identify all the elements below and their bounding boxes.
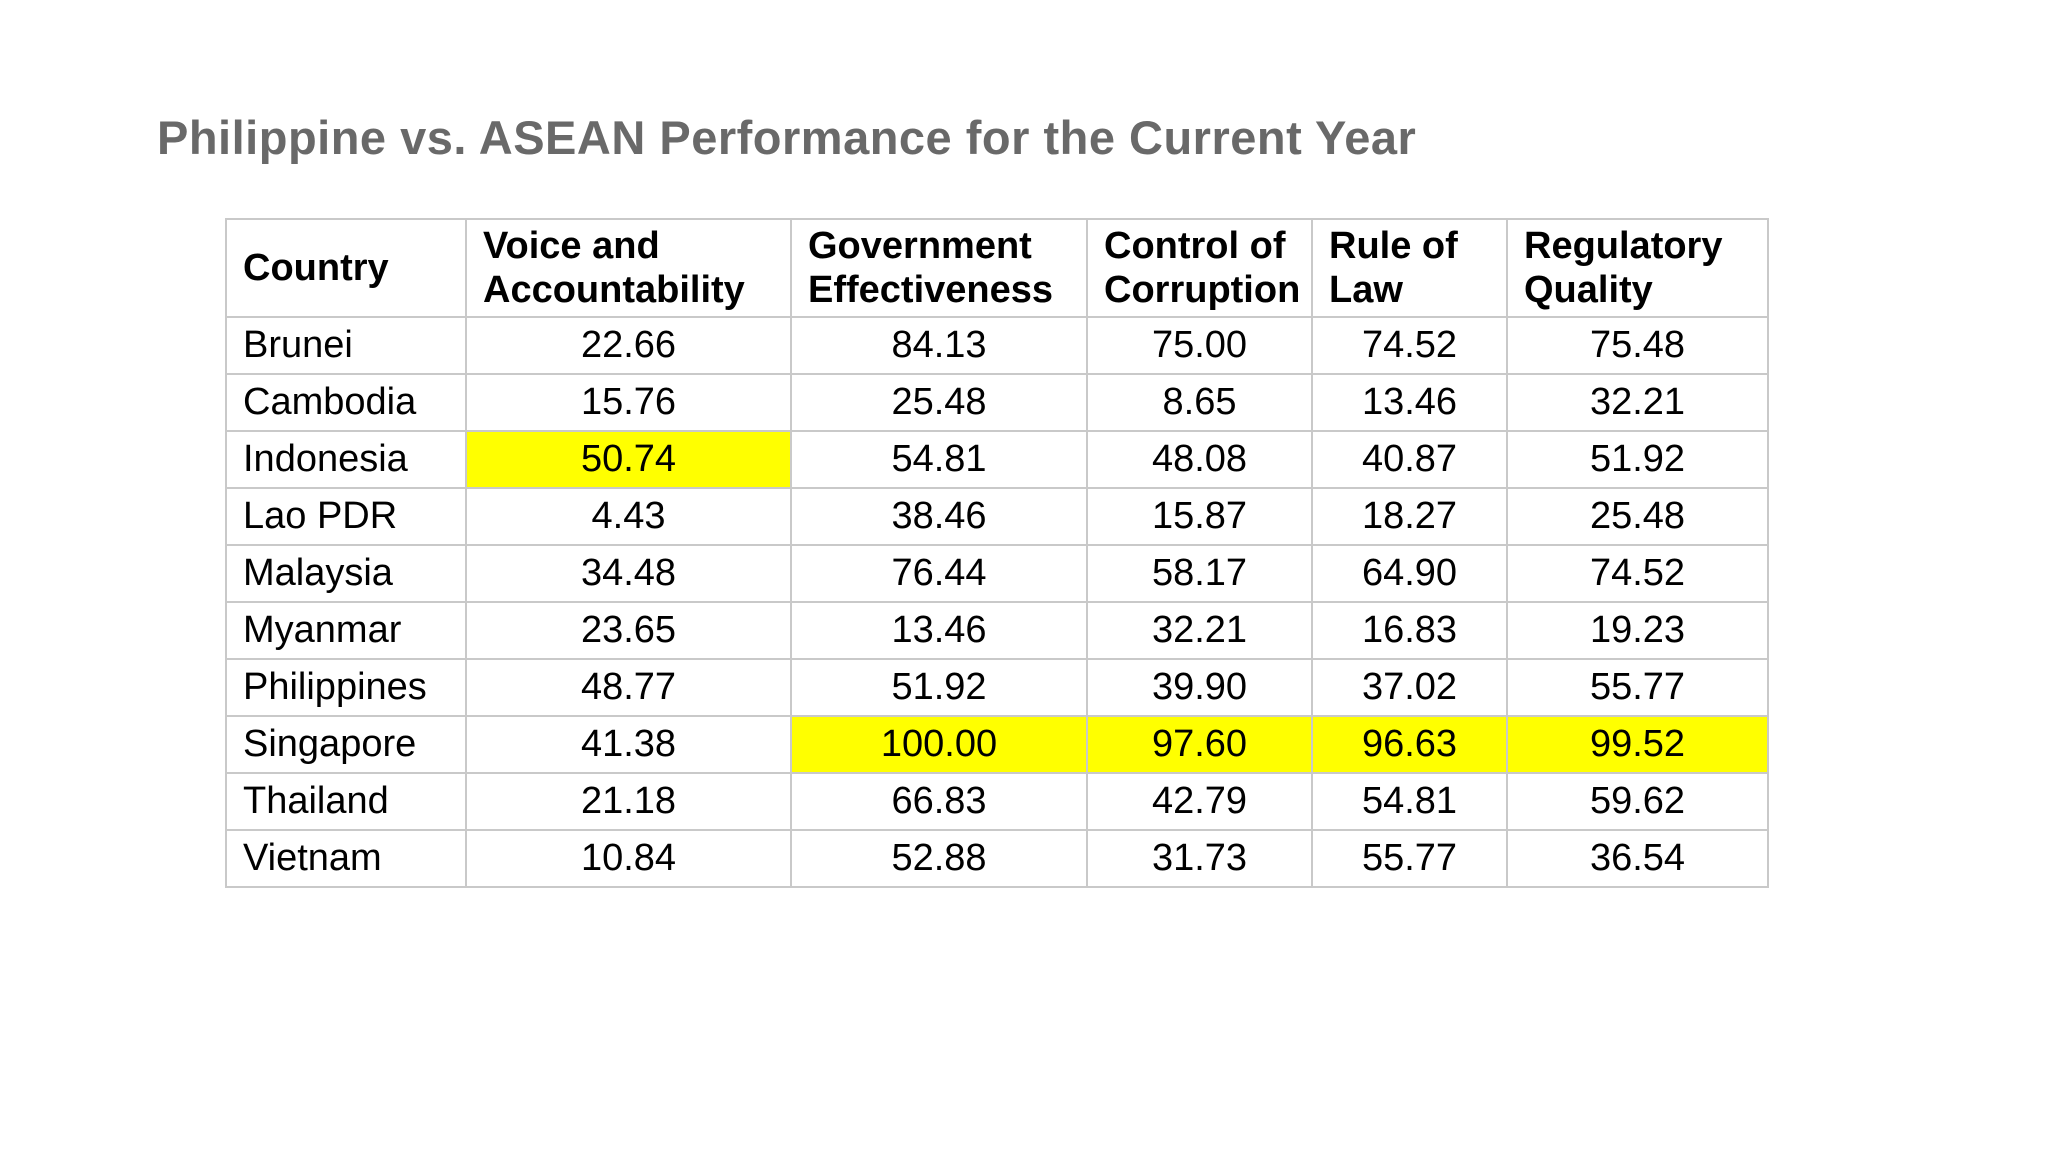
row-label: Indonesia xyxy=(225,430,467,490)
table-row: Thailand 21.18 66.83 42.79 54.81 59.62 xyxy=(225,772,1769,832)
value-cell: 74.52 xyxy=(1311,316,1508,376)
value-cell: 21.18 xyxy=(465,772,792,832)
value-cell: 32.21 xyxy=(1506,373,1769,433)
value-cell: 75.00 xyxy=(1086,316,1313,376)
column-header-rule: Rule of Law xyxy=(1311,217,1508,319)
table-header-row: Country Voice and Accountability Governmen… xyxy=(225,217,1769,319)
table-row: Myanmar 23.65 13.46 32.21 16.83 19.23 xyxy=(225,601,1769,661)
column-header-gov: Government Effectiveness xyxy=(790,217,1088,319)
value-cell: 42.79 xyxy=(1086,772,1313,832)
value-cell: 55.77 xyxy=(1506,658,1769,718)
value-cell: 22.66 xyxy=(465,316,792,376)
value-cell: 15.76 xyxy=(465,373,792,433)
value-cell: 13.46 xyxy=(790,601,1088,661)
value-cell: 37.02 xyxy=(1311,658,1508,718)
value-cell: 97.60 xyxy=(1086,715,1313,775)
value-cell: 34.48 xyxy=(465,544,792,604)
row-label: Malaysia xyxy=(225,544,467,604)
value-cell: 13.46 xyxy=(1311,373,1508,433)
value-cell: 75.48 xyxy=(1506,316,1769,376)
value-cell: 41.38 xyxy=(465,715,792,775)
column-header-control: Control of Corruption xyxy=(1086,217,1313,319)
column-header-voice: Voice and Accountability xyxy=(465,217,792,319)
row-label: Singapore xyxy=(225,715,467,775)
value-cell: 25.48 xyxy=(790,373,1088,433)
value-cell: 32.21 xyxy=(1086,601,1313,661)
value-cell: 48.77 xyxy=(465,658,792,718)
value-cell: 50.74 xyxy=(465,430,792,490)
value-cell: 96.63 xyxy=(1311,715,1508,775)
value-cell: 58.17 xyxy=(1086,544,1313,604)
row-label: Brunei xyxy=(225,316,467,376)
value-cell: 51.92 xyxy=(790,658,1088,718)
value-cell: 74.52 xyxy=(1506,544,1769,604)
value-cell: 54.81 xyxy=(1311,772,1508,832)
table-body: Brunei 22.66 84.13 75.00 74.52 75.48 Cambodia 1… xyxy=(225,316,1769,889)
value-cell: 84.13 xyxy=(790,316,1088,376)
value-cell: 51.92 xyxy=(1506,430,1769,490)
value-cell: 8.65 xyxy=(1086,373,1313,433)
performance-table: Country Voice and Accountability Governmen… xyxy=(225,217,1769,889)
row-label: Lao PDR xyxy=(225,487,467,547)
value-cell: 18.27 xyxy=(1311,487,1508,547)
table-row: Brunei 22.66 84.13 75.00 74.52 75.48 xyxy=(225,316,1769,376)
table-row: Philippines 48.77 51.92 39.90 37.02 55.77 xyxy=(225,658,1769,718)
value-cell: 54.81 xyxy=(790,430,1088,490)
value-cell: 4.43 xyxy=(465,487,792,547)
table-row: Cambodia 15.76 25.48 8.65 13.46 32.21 xyxy=(225,373,1769,433)
row-label: Cambodia xyxy=(225,373,467,433)
row-label: Thailand xyxy=(225,772,467,832)
value-cell: 55.77 xyxy=(1311,829,1508,889)
table-container: Country Voice and Accountability Governmen… xyxy=(225,217,1769,889)
value-cell: 39.90 xyxy=(1086,658,1313,718)
value-cell: 31.73 xyxy=(1086,829,1313,889)
value-cell: 38.46 xyxy=(790,487,1088,547)
value-cell: 76.44 xyxy=(790,544,1088,604)
value-cell: 64.90 xyxy=(1311,544,1508,604)
table-row: Singapore 41.38 100.00 97.60 96.63 99.52 xyxy=(225,715,1769,775)
value-cell: 23.65 xyxy=(465,601,792,661)
value-cell: 19.23 xyxy=(1506,601,1769,661)
value-cell: 10.84 xyxy=(465,829,792,889)
column-header-reg: Regulatory Quality xyxy=(1506,217,1769,319)
row-label: Philippines xyxy=(225,658,467,718)
table-row: Malaysia 34.48 76.44 58.17 64.90 74.52 xyxy=(225,544,1769,604)
value-cell: 25.48 xyxy=(1506,487,1769,547)
value-cell: 66.83 xyxy=(790,772,1088,832)
slide-title: Philippine vs. ASEAN Performance for the… xyxy=(157,111,1417,164)
row-label: Myanmar xyxy=(225,601,467,661)
column-header-country: Country xyxy=(225,217,467,319)
value-cell: 59.62 xyxy=(1506,772,1769,832)
table-row: Indonesia 50.74 54.81 48.08 40.87 51.92 xyxy=(225,430,1769,490)
value-cell: 40.87 xyxy=(1311,430,1508,490)
table-row: Vietnam 10.84 52.88 31.73 55.77 36.54 xyxy=(225,829,1769,889)
value-cell: 48.08 xyxy=(1086,430,1313,490)
row-label: Vietnam xyxy=(225,829,467,889)
value-cell: 99.52 xyxy=(1506,715,1769,775)
value-cell: 100.00 xyxy=(790,715,1088,775)
value-cell: 15.87 xyxy=(1086,487,1313,547)
value-cell: 52.88 xyxy=(790,829,1088,889)
value-cell: 36.54 xyxy=(1506,829,1769,889)
value-cell: 16.83 xyxy=(1311,601,1508,661)
table-row: Lao PDR 4.43 38.46 15.87 18.27 25.48 xyxy=(225,487,1769,547)
